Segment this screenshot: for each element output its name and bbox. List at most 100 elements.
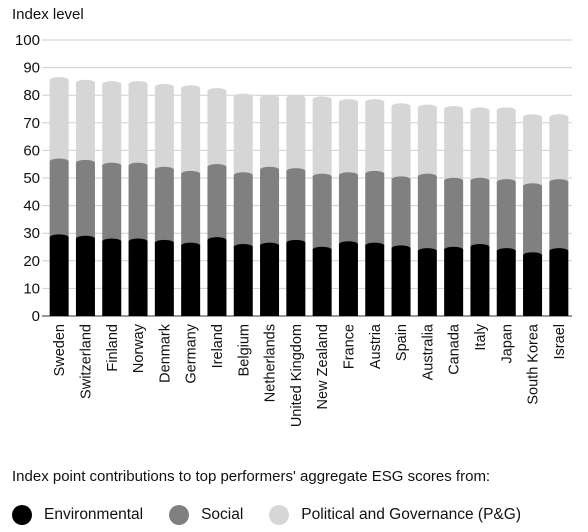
x-tick-label: Norway	[131, 323, 147, 373]
bar-segment-social	[417, 176, 437, 252]
y-tick-label: 0	[32, 308, 40, 325]
bar-cap	[312, 246, 332, 253]
bar-cap	[523, 252, 543, 259]
legend-item: Political and Governance (P&G)	[269, 505, 521, 525]
bar-cap	[338, 172, 358, 179]
bar-group	[549, 114, 569, 316]
bar-cap	[181, 242, 201, 249]
bar-cap	[49, 77, 69, 84]
legend-label: Political and Governance (P&G)	[301, 506, 521, 523]
legend-item: Environmental	[12, 505, 143, 525]
bar-segment-political	[260, 97, 280, 170]
bar-cap	[496, 107, 516, 114]
bar-segment-political	[312, 99, 332, 177]
bar-segment-political	[154, 86, 174, 170]
bar-segment-social	[181, 173, 201, 246]
bar-segment-environmental	[154, 242, 174, 316]
bar-segment-environmental	[549, 251, 569, 316]
bar-segment-social	[338, 175, 358, 245]
bar-segment-environmental	[181, 245, 201, 316]
bar-cap	[49, 234, 69, 241]
bar-group	[496, 107, 516, 316]
legend-swatch	[169, 505, 190, 525]
bar-cap	[181, 170, 201, 177]
bar-segment-political	[286, 97, 306, 172]
x-tick-label: Spain	[394, 324, 410, 361]
bar-group	[49, 77, 69, 316]
bar-segment-environmental	[260, 245, 280, 316]
bar-cap	[470, 107, 490, 114]
bar-segment-environmental	[49, 237, 69, 316]
bar-cap	[260, 242, 280, 249]
bar-group	[260, 94, 280, 316]
bar-cap	[523, 183, 543, 190]
bar-group	[102, 81, 122, 316]
bar-cap	[207, 237, 227, 244]
bar-cap	[286, 94, 306, 101]
bar-cap	[260, 166, 280, 173]
bar-cap	[312, 96, 332, 103]
bar-cap	[444, 177, 464, 184]
bar-segment-social	[523, 186, 543, 256]
x-tick-label: Finland	[105, 324, 121, 372]
bar-cap	[233, 93, 253, 100]
bar-segment-social	[260, 169, 280, 246]
bar-segment-environmental	[312, 249, 332, 316]
bar-segment-environmental	[102, 241, 122, 316]
bar-group	[75, 79, 95, 316]
x-tick-label: Switzerland	[78, 324, 94, 399]
x-tick-label: Sweden	[52, 324, 68, 376]
bar-segment-political	[49, 80, 69, 162]
bar-cap	[549, 114, 569, 121]
x-tick-label: Netherlands	[263, 324, 279, 402]
y-tick-label: 10	[23, 280, 40, 297]
bar-group	[470, 107, 490, 316]
bar-cap	[391, 245, 411, 252]
bar-segment-political	[365, 102, 385, 174]
x-tick-label: Ireland	[210, 324, 226, 368]
bar-cap	[181, 85, 201, 92]
bar-segment-environmental	[444, 249, 464, 316]
bar-segment-political	[102, 84, 122, 166]
bar-cap	[338, 241, 358, 248]
bar-group	[338, 99, 358, 316]
bar-segment-environmental	[338, 244, 358, 316]
x-tick-label: Israel	[552, 324, 568, 359]
y-tick-label: 60	[23, 142, 40, 159]
x-tick-label: Belgium	[236, 324, 252, 376]
bar-cap	[233, 172, 253, 179]
bar-cap	[391, 176, 411, 183]
bar-group	[391, 103, 411, 316]
bar-cap	[365, 99, 385, 106]
y-tick-label: 20	[23, 253, 40, 270]
x-tick-label: Denmark	[157, 323, 173, 383]
bar-group	[523, 114, 543, 316]
bar-cap	[496, 179, 516, 186]
bar-segment-social	[549, 182, 569, 252]
x-tick-label: Austria	[368, 323, 384, 369]
bar-cap	[154, 83, 174, 90]
bar-cap	[549, 248, 569, 255]
bar-cap	[549, 179, 569, 186]
x-tick-label: New Zealand	[315, 324, 331, 409]
bar-segment-environmental	[470, 247, 490, 316]
bar-segment-political	[128, 84, 148, 166]
bar-cap	[312, 173, 332, 180]
bar-cap	[154, 239, 174, 246]
bar-cap	[128, 162, 148, 169]
legend: Index point contributions to top perform…	[12, 468, 582, 525]
bar-segment-environmental	[286, 242, 306, 316]
bar-group	[207, 88, 227, 316]
bar-segment-social	[75, 162, 95, 239]
bar-segment-environmental	[207, 240, 227, 316]
bar-segment-political	[496, 110, 516, 183]
x-tick-label: Japan	[499, 324, 515, 364]
bar-cap	[260, 94, 280, 101]
legend-label: Environmental	[44, 506, 144, 523]
bar-cap	[444, 106, 464, 112]
y-axis-label: Index level	[12, 6, 84, 23]
bar-cap	[444, 246, 464, 253]
bar-cap	[128, 81, 148, 88]
legend-label: Social	[201, 506, 244, 523]
bar-group	[365, 99, 385, 316]
